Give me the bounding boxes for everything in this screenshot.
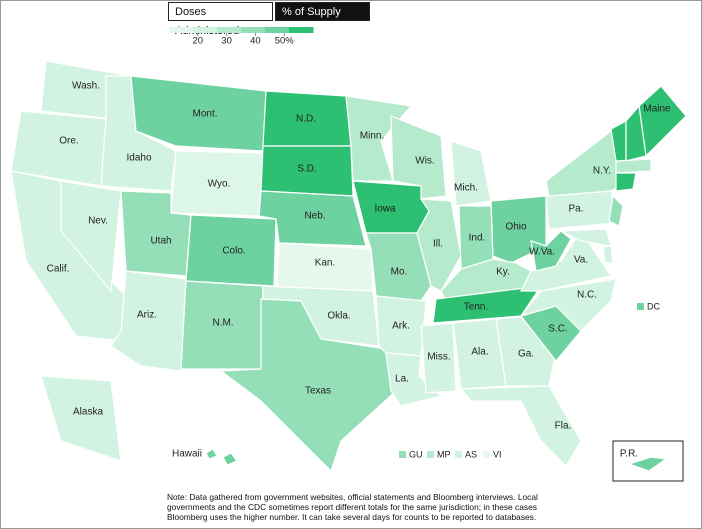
state-label: Mo. (391, 267, 408, 278)
state-label: Calif. (47, 264, 70, 275)
state-region (222, 452, 238, 466)
state-label: Mich. (454, 183, 478, 194)
state-label: Wash. (72, 81, 100, 92)
legend-swatch (217, 27, 242, 33)
territory-label: GU (409, 449, 423, 459)
state-region (60, 180, 122, 293)
dc-label: DC (647, 301, 660, 311)
state-label: Utah (150, 236, 171, 247)
state-region (459, 385, 582, 467)
state-label: La. (395, 374, 409, 385)
state-label: Alaska (73, 407, 103, 418)
state-label: Pa. (568, 204, 583, 215)
state-label: Ky. (496, 267, 510, 278)
state-region (520, 229, 612, 292)
state-label: N.C. (577, 290, 597, 301)
state-region (627, 456, 668, 472)
note: Note: Data gathered from government webs… (167, 492, 538, 522)
state-label: Nev. (88, 216, 108, 227)
state-label: Ariz. (137, 310, 157, 321)
state-region (420, 322, 457, 394)
territory-label: VI (493, 449, 502, 459)
state-label: Ore. (59, 136, 78, 147)
state-label: P.R. (620, 449, 638, 460)
state-label: Ill. (433, 239, 443, 250)
state-region (450, 140, 492, 207)
state-region (608, 194, 624, 227)
state-label: S.C. (548, 324, 567, 335)
territory-swatch (399, 451, 406, 458)
state-label: Maine (643, 104, 671, 115)
state-label: Ala. (471, 347, 488, 358)
territory-label: AS (465, 449, 477, 459)
pr-inset-box (612, 440, 684, 482)
legend-tick-label: 40 (250, 36, 261, 47)
state-label: Wis. (415, 156, 434, 167)
state-label: Iowa (374, 204, 396, 215)
state-label: Va. (574, 255, 588, 266)
legend-swatch (193, 27, 218, 33)
state-label: Ark. (392, 321, 410, 332)
state-label: Kan. (315, 258, 336, 269)
legend-swatch (289, 27, 314, 33)
state-region (638, 85, 687, 158)
state-label: N.M. (212, 318, 233, 329)
legend-swatch (265, 27, 290, 33)
state-label: Tenn. (464, 302, 488, 313)
state-region (205, 448, 218, 460)
dc-swatch (637, 303, 644, 310)
state-label: Hawaii (172, 449, 202, 460)
state-label: Neb. (304, 211, 325, 222)
state-label: Okla. (327, 311, 350, 322)
state-label: Wyo. (208, 179, 231, 190)
state-label: Idaho (126, 153, 151, 164)
legend-tick-label: 30 (221, 36, 232, 47)
state-label: Minn. (360, 131, 384, 142)
state-label: Ga. (518, 349, 534, 360)
legend-swatch (169, 27, 194, 33)
territory-swatch (455, 451, 462, 458)
state-region (625, 104, 647, 162)
legend-tick-label: 50% (275, 36, 295, 47)
state-label: Texas (305, 386, 331, 397)
state-region (615, 172, 637, 192)
state-label: N.D. (296, 114, 316, 125)
state-label: Miss. (427, 352, 450, 363)
territory-label: MP (437, 449, 451, 459)
map: 20 30 40 50% Wash. Ore. Calif. Nev. Idaho Mont. Wy… (10, 27, 687, 482)
state-region (530, 230, 572, 272)
state-region (40, 375, 122, 462)
state-label: Fla. (555, 421, 572, 432)
legend-swatch (241, 27, 266, 33)
state-label: W.Va. (529, 247, 555, 258)
state-label: Ohio (505, 222, 527, 233)
state-label: Ind. (469, 233, 486, 244)
legend-tick-label: 20 (193, 36, 204, 47)
state-region (130, 75, 267, 152)
state-label: Mont. (192, 109, 217, 120)
state-label: Colo. (222, 246, 245, 257)
state-region (416, 198, 462, 292)
state-region (219, 298, 397, 473)
state-label: S.D. (297, 164, 316, 175)
state-region (602, 245, 614, 264)
state-region (615, 158, 652, 174)
territory-swatch (427, 451, 434, 458)
state-region (110, 270, 187, 372)
territory-swatch (483, 451, 490, 458)
state-label: N.Y. (593, 166, 611, 177)
